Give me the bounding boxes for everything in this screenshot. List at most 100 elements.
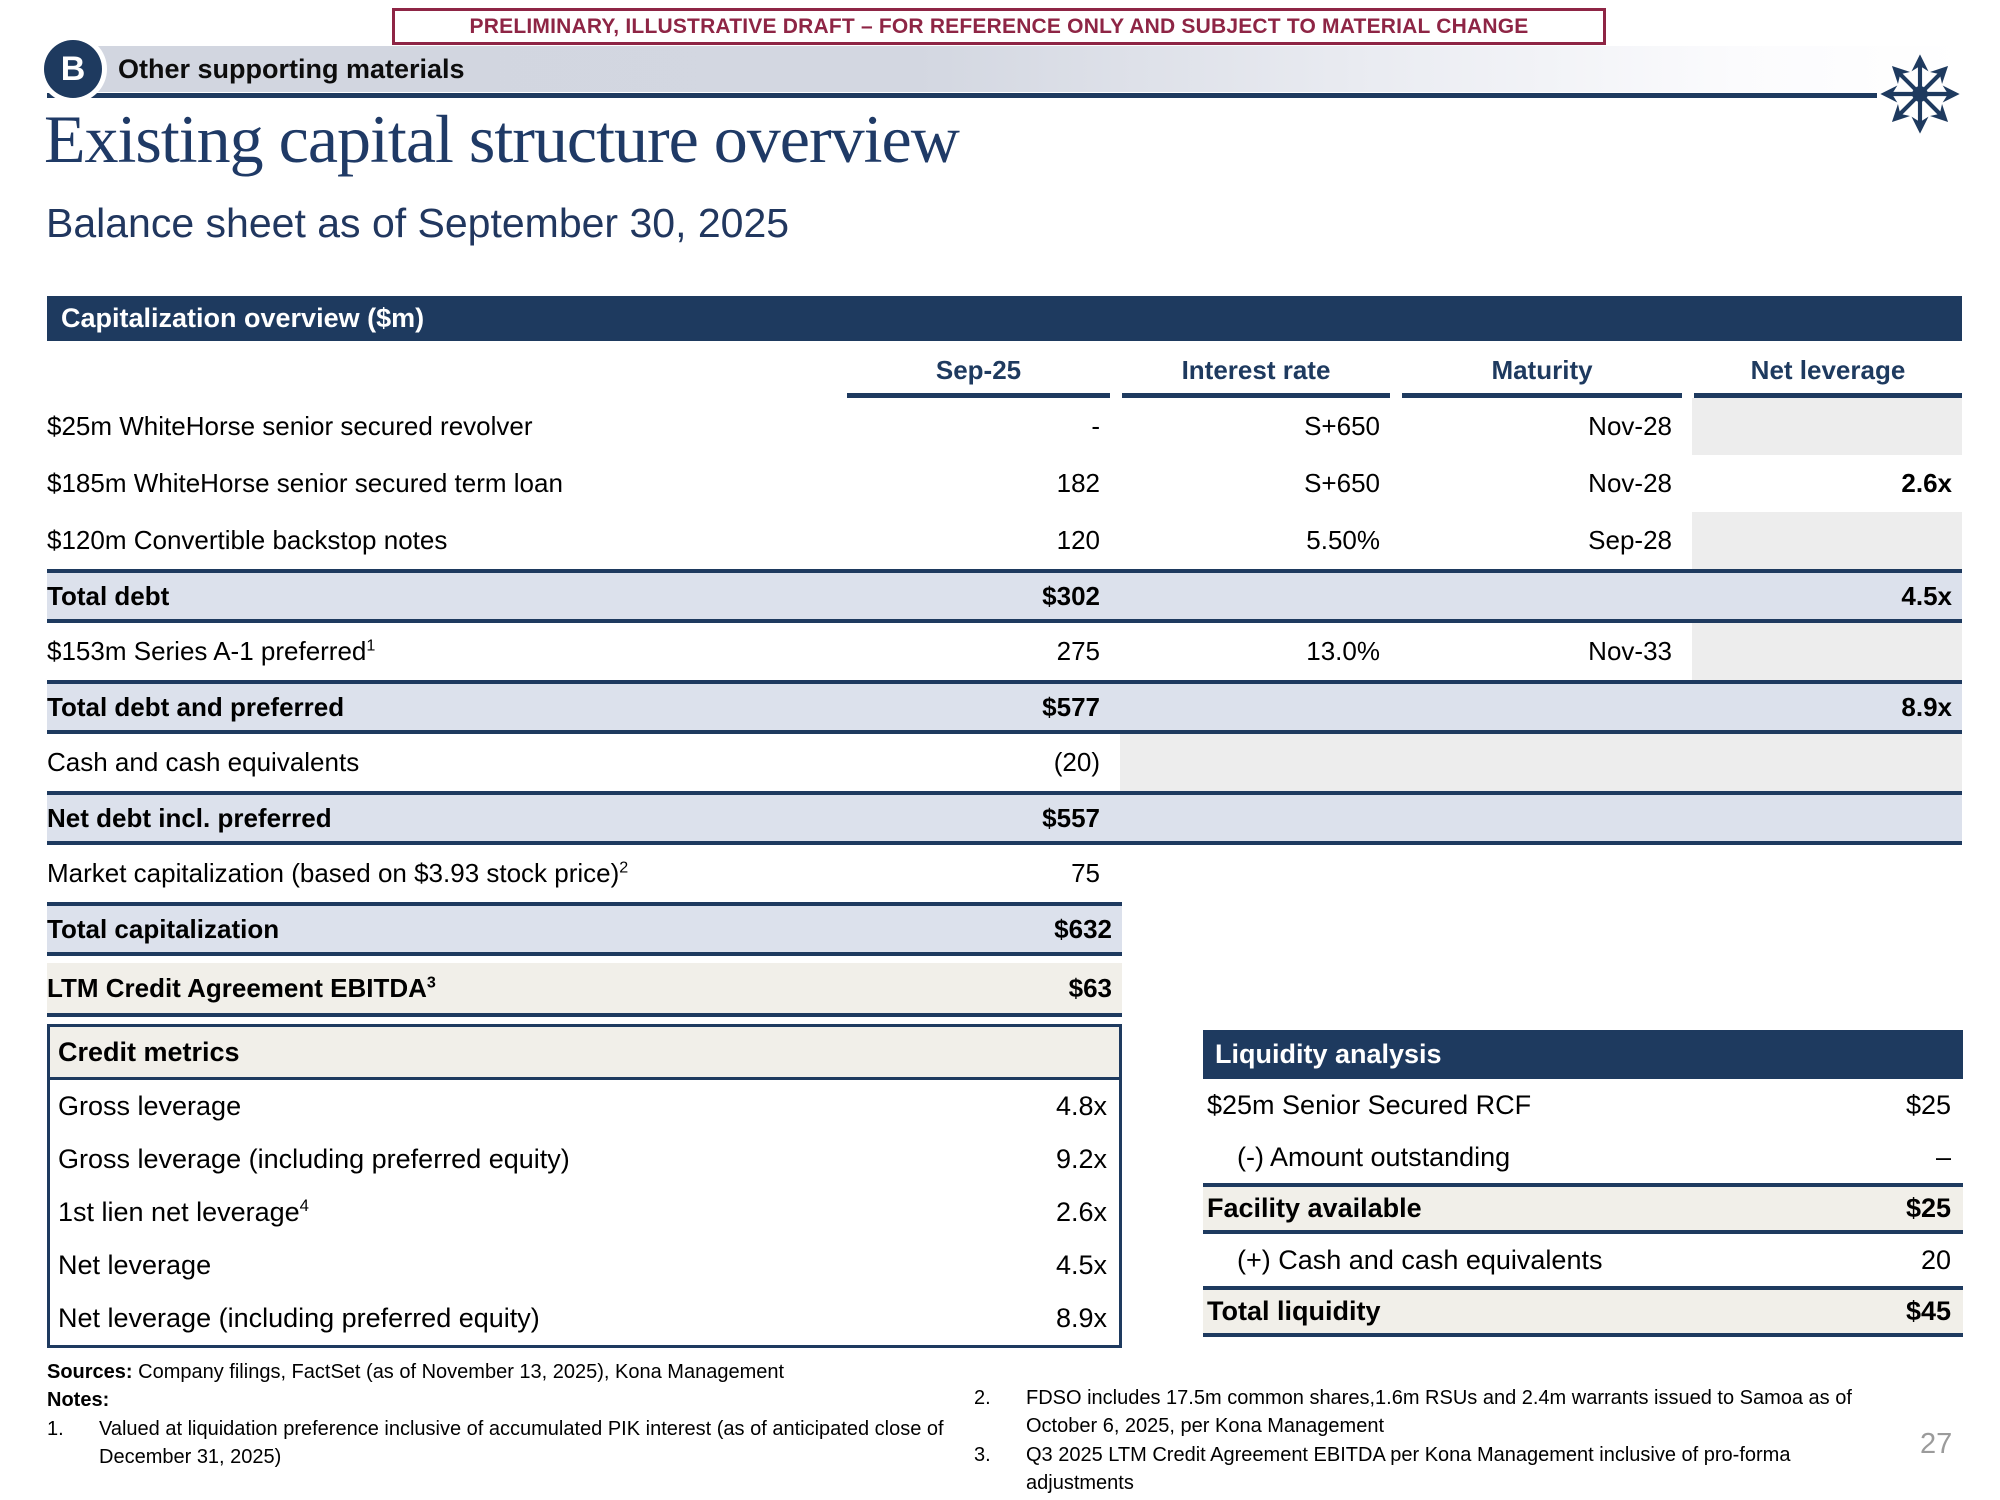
liquidity-label: (-) Amount outstanding — [1237, 1141, 1511, 1172]
row-label: Net debt incl. preferred — [47, 802, 332, 833]
section-letter: B — [60, 49, 86, 88]
row-label: Cash and cash equivalents — [47, 747, 360, 777]
row-rate: S+650 — [1304, 468, 1380, 498]
capitalization-table-title: Capitalization overview ($m) — [61, 303, 425, 333]
preliminary-draft-banner: PRELIMINARY, ILLUSTRATIVE DRAFT – FOR RE… — [392, 8, 1606, 45]
row-sep25: $632 — [1054, 913, 1112, 944]
row-sep25: $557 — [1042, 802, 1100, 833]
liquidity-row: $25m Senior Secured RCF $25 — [1203, 1079, 1963, 1131]
metric-label: Net leverage — [58, 1250, 212, 1280]
column-header-net-leverage: Net leverage — [1694, 355, 1962, 398]
credit-metrics-title: Credit metrics — [50, 1027, 1119, 1080]
footnotes-right: 2. FDSO includes 17.5m common shares,1.6… — [974, 1384, 1879, 1500]
capitalization-table: Capitalization overview ($m) Sep-25 Inte… — [47, 296, 1962, 1017]
column-headers: Sep-25 Interest rate Maturity Net levera… — [47, 355, 1962, 398]
row-leverage-shaded-cell — [1692, 512, 1962, 569]
row-label: $185m WhiteHorse senior secured term loa… — [47, 468, 563, 498]
table-row-total-debt: Total debt $302 4.5x — [47, 569, 1962, 623]
table-row-term-loan: $185m WhiteHorse senior secured term loa… — [47, 455, 1962, 512]
metric-value: 9.2x — [1055, 1144, 1107, 1174]
table-row-revolver: $25m WhiteHorse senior secured revolver … — [47, 398, 1962, 455]
liquidity-value: – — [1935, 1141, 1951, 1172]
row-sep25: $577 — [1042, 691, 1100, 722]
row-leverage-shaded-cell — [1692, 623, 1962, 680]
credit-metrics-box: Credit metrics Gross leverage 4.8x Gross… — [47, 1024, 1122, 1348]
footnote-3: 3. Q3 2025 LTM Credit Agreement EBITDA p… — [974, 1441, 1879, 1498]
row-label: LTM Credit Agreement EBITDA3 — [47, 972, 436, 1003]
row-leverage-shaded-cell — [1692, 398, 1962, 455]
row-maturity: Nov-33 — [1588, 636, 1672, 666]
column-header-interest-rate: Interest rate — [1122, 355, 1390, 398]
row-sep25: 75 — [1071, 858, 1100, 888]
footnote-number: 3. — [974, 1443, 991, 1466]
liquidity-label: $25m Senior Secured RCF — [1207, 1089, 1532, 1120]
footnote-2: 2. FDSO includes 17.5m common shares,1.6… — [974, 1384, 1879, 1441]
capitalization-table-title-bar: Capitalization overview ($m) — [47, 296, 1962, 341]
row-sep25: - — [1091, 411, 1100, 441]
metric-label: Net leverage (including preferred equity… — [58, 1303, 540, 1333]
metric-label: Gross leverage (including preferred equi… — [58, 1144, 570, 1174]
column-header-maturity: Maturity — [1402, 355, 1682, 398]
row-rate: S+650 — [1304, 411, 1380, 441]
sources-label: Sources: — [47, 1361, 133, 1383]
row-leverage: 4.5x — [1901, 580, 1952, 611]
liquidity-value: $25 — [1905, 1089, 1951, 1120]
row-maturity: Nov-28 — [1588, 468, 1672, 498]
row-label: $120m Convertible backstop notes — [47, 525, 448, 555]
metric-value: 4.8x — [1055, 1091, 1107, 1121]
row-label: $153m Series A-1 preferred1 — [47, 636, 376, 666]
liquidity-label: (+) Cash and cash equivalents — [1237, 1244, 1603, 1275]
page-number: 27 — [1920, 1428, 1953, 1460]
metric-value: 4.5x — [1055, 1250, 1107, 1280]
notes-label: Notes: — [47, 1389, 110, 1412]
liquidity-row-facility-available: Facility available $25 — [1203, 1183, 1963, 1234]
credit-metrics-row: Net leverage 4.5x — [50, 1239, 1119, 1292]
row-rate: 13.0% — [1306, 636, 1380, 666]
liquidity-value: $45 — [1905, 1296, 1951, 1326]
row-maturity: Nov-28 — [1588, 411, 1672, 441]
row-label: $25m WhiteHorse senior secured revolver — [47, 411, 533, 441]
row-sep25: $302 — [1042, 580, 1100, 611]
credit-metrics-row: 1st lien net leverage4 2.6x — [50, 1186, 1119, 1239]
row-sep25: 182 — [1056, 468, 1100, 498]
table-row-series-a1-preferred: $153m Series A-1 preferred1 275 13.0% No… — [47, 623, 1962, 680]
table-row-convertible-notes: $120m Convertible backstop notes 120 5.5… — [47, 512, 1962, 569]
arrow-snowflake-logo-icon — [1874, 54, 1966, 140]
liquidity-label: Total liquidity — [1207, 1296, 1381, 1326]
footnote-ref: 1 — [366, 636, 376, 655]
credit-metrics-row: Gross leverage 4.8x — [50, 1080, 1119, 1133]
table-row-ltm-ebitda: LTM Credit Agreement EBITDA3 $63 — [47, 963, 1122, 1017]
footnote-1: 1. Valued at liquidation preference incl… — [47, 1415, 952, 1472]
footnotes-left: Sources: Company filings, FactSet (as of… — [47, 1358, 952, 1472]
liquidity-value: $25 — [1905, 1193, 1951, 1223]
column-header-sep25: Sep-25 — [847, 355, 1110, 398]
section-title: Other supporting materials — [118, 53, 465, 84]
credit-metrics-row: Net leverage (including preferred equity… — [50, 1292, 1119, 1345]
metric-label: Gross leverage — [58, 1091, 242, 1121]
liquidity-row: (-) Amount outstanding – — [1203, 1131, 1963, 1183]
footnote-number: 2. — [974, 1387, 991, 1409]
banner-text: PRELIMINARY, ILLUSTRATIVE DRAFT – FOR RE… — [469, 14, 1529, 38]
table-row-total-capitalization: Total capitalization $632 — [47, 902, 1122, 956]
sources-line: Sources: Company filings, FactSet (as of… — [47, 1358, 952, 1386]
liquidity-analysis-box: Liquidity analysis $25m Senior Secured R… — [1203, 1030, 1963, 1337]
page-subtitle: Balance sheet as of September 30, 2025 — [46, 200, 790, 246]
table-row-market-capitalization: Market capitalization (based on $3.93 st… — [47, 845, 1962, 902]
metric-value: 8.9x — [1055, 1303, 1107, 1333]
liquidity-row: (+) Cash and cash equivalents 20 — [1203, 1234, 1963, 1286]
row-shaded-region — [1120, 734, 1962, 791]
liquidity-analysis-title: Liquidity analysis — [1203, 1030, 1963, 1079]
metric-label: 1st lien net leverage4 — [58, 1196, 309, 1227]
section-letter-badge: B — [44, 40, 102, 98]
liquidity-label: Facility available — [1207, 1193, 1422, 1223]
footnote-ref: 3 — [426, 972, 436, 991]
row-sep25: 120 — [1056, 525, 1100, 555]
row-sep25: 275 — [1056, 636, 1100, 666]
footnote-ref: 2 — [619, 858, 629, 877]
footnote-text: Valued at liquidation preference inclusi… — [99, 1417, 944, 1469]
liquidity-value: 20 — [1920, 1244, 1951, 1275]
metric-value: 2.6x — [1055, 1197, 1107, 1227]
table-row-total-debt-and-preferred: Total debt and preferred $577 8.9x — [47, 680, 1962, 734]
row-sep25: (20) — [1053, 747, 1100, 777]
page-title: Existing capital structure overview — [44, 101, 960, 177]
